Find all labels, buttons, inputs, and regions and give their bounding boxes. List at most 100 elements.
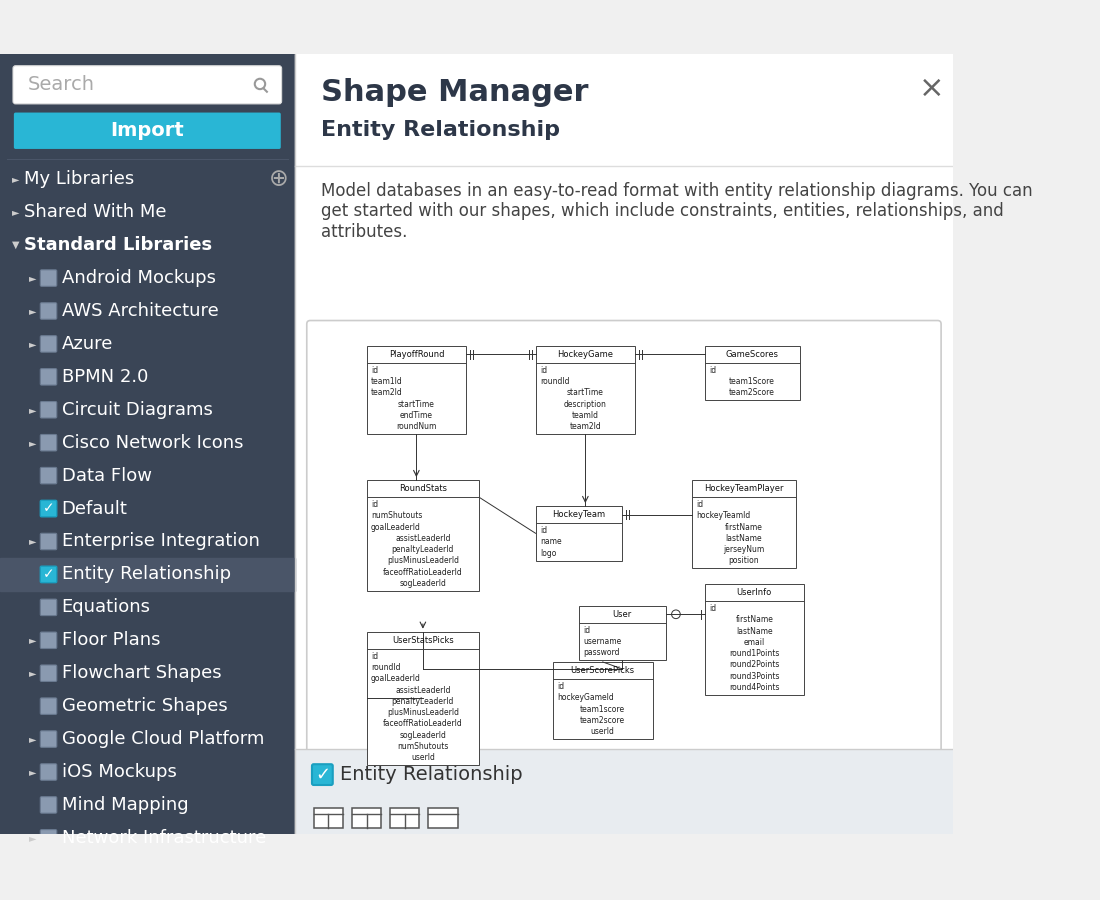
Text: hockeyTeamId: hockeyTeamId (696, 511, 750, 520)
FancyBboxPatch shape (41, 500, 57, 517)
Text: email: email (744, 638, 764, 647)
Bar (314, 807, 343, 828)
Text: team2Id: team2Id (371, 389, 403, 398)
Text: id: id (371, 365, 378, 374)
Text: ⊕: ⊕ (270, 167, 289, 192)
Text: startTime: startTime (566, 389, 604, 398)
FancyBboxPatch shape (0, 50, 957, 837)
Text: Default: Default (62, 500, 128, 518)
Text: plusMinusLeaderId: plusMinusLeaderId (387, 708, 459, 717)
FancyBboxPatch shape (41, 665, 57, 681)
Text: roundId: roundId (371, 663, 400, 672)
Text: Cisco Network Icons: Cisco Network Icons (62, 434, 243, 452)
Text: team2score: team2score (580, 716, 625, 724)
Text: faceoffRatioLeaderId: faceoffRatioLeaderId (383, 568, 463, 577)
Text: round1Points: round1Points (729, 649, 780, 658)
Text: team1score: team1score (580, 705, 625, 714)
Text: ►: ► (30, 832, 37, 843)
Text: round3Points: round3Points (729, 671, 780, 680)
FancyBboxPatch shape (41, 830, 57, 846)
Text: UserStatsPicks: UserStatsPicks (392, 635, 454, 644)
Bar (692, 480, 795, 569)
FancyBboxPatch shape (41, 401, 57, 418)
Bar (366, 346, 466, 434)
Text: PlayoffRound: PlayoffRound (388, 350, 444, 359)
FancyBboxPatch shape (41, 764, 57, 780)
Text: teamId: teamId (572, 411, 598, 420)
Text: ✓: ✓ (315, 766, 330, 784)
Text: lastName: lastName (736, 626, 772, 635)
Text: Import: Import (110, 122, 184, 140)
Text: lastName: lastName (725, 534, 762, 543)
Text: ►: ► (30, 734, 37, 744)
Text: ►: ► (30, 668, 37, 679)
Text: id: id (708, 604, 716, 613)
Text: username: username (583, 637, 621, 646)
Text: firstName: firstName (736, 616, 773, 625)
Text: AWS Architecture: AWS Architecture (62, 302, 218, 320)
Text: attributes.: attributes. (320, 223, 407, 241)
Text: Android Mockups: Android Mockups (62, 269, 216, 287)
Text: ►: ► (30, 536, 37, 546)
Text: iOS Mockups: iOS Mockups (62, 763, 176, 781)
FancyBboxPatch shape (41, 467, 57, 484)
Text: RoundStats: RoundStats (399, 484, 447, 493)
FancyBboxPatch shape (13, 66, 282, 104)
Text: HockeyTeamPlayer: HockeyTeamPlayer (704, 484, 783, 493)
Text: Equations: Equations (62, 598, 151, 616)
Text: ►: ► (30, 306, 37, 316)
Text: ▼: ▼ (12, 240, 20, 250)
Text: Entity Relationship: Entity Relationship (62, 565, 231, 583)
FancyBboxPatch shape (41, 534, 57, 550)
Bar (553, 662, 652, 739)
Text: Azure: Azure (62, 335, 113, 353)
Text: Model databases in an easy-to-read format with entity relationship diagrams. You: Model databases in an easy-to-read forma… (320, 182, 1032, 200)
Text: ►: ► (30, 273, 37, 284)
Text: team1Score: team1Score (729, 377, 776, 386)
Bar (0, 558, 295, 591)
Text: ►: ► (12, 207, 20, 217)
Text: round2Points: round2Points (729, 661, 780, 670)
Text: Geometric Shapes: Geometric Shapes (62, 698, 228, 716)
Text: get started with our shapes, which include constraints, entities, relationships,: get started with our shapes, which inclu… (320, 202, 1003, 220)
Bar (536, 346, 635, 434)
FancyBboxPatch shape (41, 731, 57, 747)
Text: roundNum: roundNum (396, 422, 437, 431)
Text: ►: ► (30, 767, 37, 777)
Text: Google Cloud Platform: Google Cloud Platform (62, 730, 264, 748)
Text: position: position (728, 556, 759, 565)
Text: ►: ► (30, 437, 37, 447)
Text: User: User (613, 610, 631, 619)
Bar (352, 807, 382, 828)
Text: id: id (696, 500, 703, 509)
Text: sogLeaderId: sogLeaderId (399, 731, 447, 740)
Text: jerseyNum: jerseyNum (723, 545, 764, 554)
Text: HockeyGame: HockeyGame (558, 350, 614, 359)
Text: roundId: roundId (540, 377, 570, 386)
Text: id: id (708, 365, 716, 374)
Text: endTime: endTime (400, 411, 433, 420)
Text: Shape Manager: Shape Manager (320, 78, 588, 107)
Text: team1Id: team1Id (371, 377, 403, 386)
Text: UserInfo: UserInfo (737, 588, 772, 597)
Text: team2Id: team2Id (570, 422, 602, 431)
Text: ✓: ✓ (43, 567, 54, 581)
Bar (295, 54, 954, 833)
Bar (704, 346, 800, 400)
Bar (366, 480, 480, 591)
FancyBboxPatch shape (41, 302, 57, 320)
Text: HockeyTeam: HockeyTeam (552, 510, 605, 519)
Text: id: id (558, 682, 564, 691)
Text: Flowchart Shapes: Flowchart Shapes (62, 664, 221, 682)
Text: Floor Plans: Floor Plans (62, 631, 160, 649)
Text: goalLeaderId: goalLeaderId (371, 674, 421, 683)
Text: team2Score: team2Score (729, 389, 776, 398)
FancyBboxPatch shape (41, 566, 57, 582)
Text: Network Infrastructure: Network Infrastructure (62, 829, 266, 847)
Text: ►: ► (30, 405, 37, 415)
FancyBboxPatch shape (41, 435, 57, 451)
FancyBboxPatch shape (41, 632, 57, 649)
Text: userId: userId (591, 727, 615, 736)
Text: UserScorePicks: UserScorePicks (571, 666, 635, 675)
Text: round4Points: round4Points (729, 683, 780, 692)
